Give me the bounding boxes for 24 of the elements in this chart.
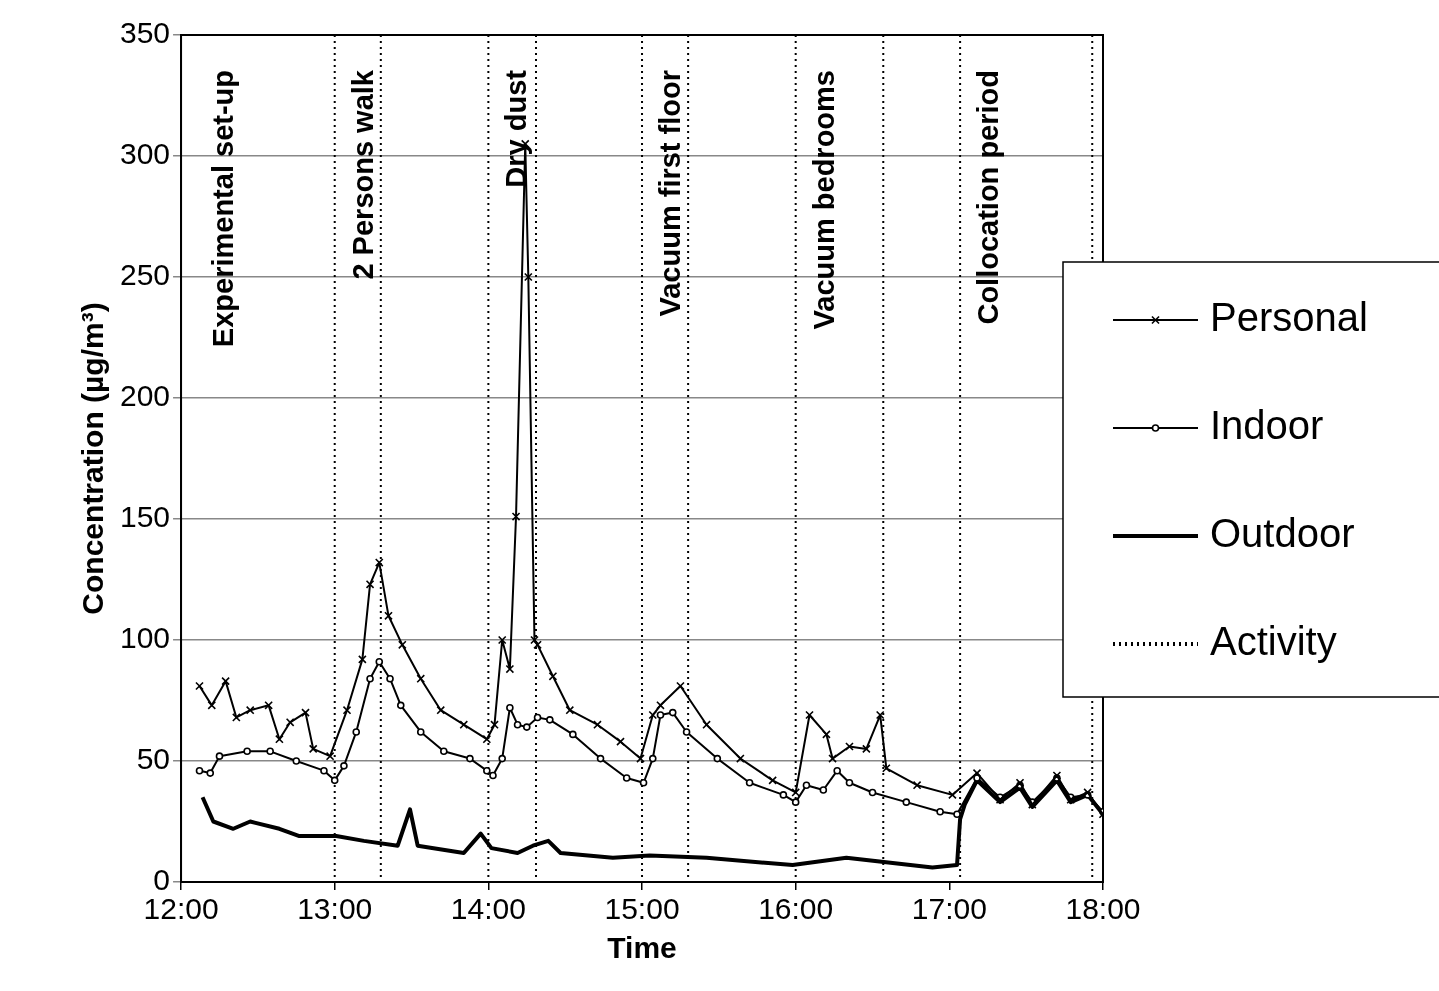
y-tick-label: 100 bbox=[119, 621, 171, 655]
x-axis-title: Time bbox=[607, 931, 677, 965]
x-tick-label: 15:00 bbox=[604, 892, 680, 926]
legend-label: Outdoor bbox=[1210, 511, 1355, 556]
y-axis-title: Concentration (µg/m³) bbox=[76, 302, 110, 615]
legend-label: Activity bbox=[1210, 619, 1337, 664]
y-tick-label: 150 bbox=[119, 500, 171, 534]
x-tick-label: 14:00 bbox=[450, 892, 526, 926]
ref-line-label: Vacuum first floor bbox=[654, 70, 687, 317]
x-tick-label: 16:00 bbox=[758, 892, 834, 926]
x-tick-label: 13:00 bbox=[297, 892, 373, 926]
y-tick-label: 250 bbox=[119, 258, 171, 292]
ref-line-label: Vacuum bedrooms bbox=[807, 70, 840, 330]
y-tick-label: 50 bbox=[136, 742, 171, 776]
x-tick-label: 17:00 bbox=[911, 892, 987, 926]
legend-label: Personal bbox=[1210, 295, 1368, 340]
y-tick-label: 200 bbox=[119, 379, 171, 413]
ref-line-label: Collocation period bbox=[972, 70, 1005, 325]
legend-label: Indoor bbox=[1210, 403, 1324, 448]
ref-line-label: 2 Persons walk bbox=[346, 69, 379, 280]
y-tick-label: 300 bbox=[119, 137, 171, 171]
y-tick-label: 350 bbox=[119, 16, 171, 50]
annotation: Experimental set-up bbox=[207, 70, 240, 348]
x-tick-label: 18:00 bbox=[1065, 892, 1141, 926]
